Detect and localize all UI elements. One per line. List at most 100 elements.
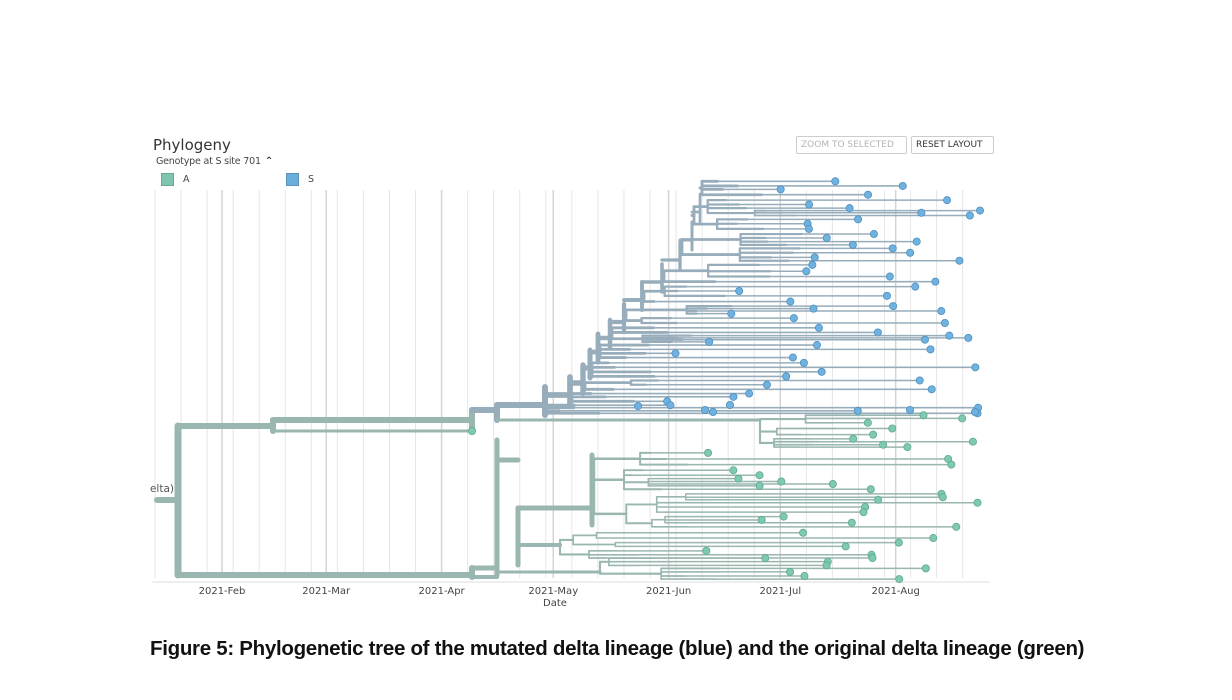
tip-s[interactable]	[854, 215, 863, 224]
color-by-selector[interactable]: Genotype at S site 701 ⌃	[156, 156, 273, 167]
tip-a[interactable]	[973, 498, 982, 507]
tip-a[interactable]	[863, 418, 872, 427]
tip-a[interactable]	[467, 426, 476, 435]
tip-s[interactable]	[888, 244, 897, 253]
phylogeny-tree[interactable]: 2021-Feb 2021-Mar 2021-Apr 2021-May 2021-Jun…	[0, 0, 1232, 620]
tip-s[interactable]	[971, 363, 980, 372]
tip-s[interactable]	[869, 230, 878, 239]
tip-a[interactable]	[849, 434, 858, 443]
tip-s[interactable]	[945, 331, 954, 340]
tip-s[interactable]	[920, 335, 929, 344]
tip-s[interactable]	[885, 272, 894, 281]
tip-s[interactable]	[666, 401, 675, 410]
tip-a[interactable]	[947, 460, 956, 469]
tip-s[interactable]	[898, 181, 907, 190]
tip-s[interactable]	[782, 372, 791, 381]
tip-s[interactable]	[931, 277, 940, 286]
tip-a[interactable]	[888, 424, 897, 433]
tip-s[interactable]	[822, 233, 831, 242]
tip-a[interactable]	[841, 542, 850, 551]
tip-s[interactable]	[809, 304, 818, 313]
tip-s[interactable]	[912, 237, 921, 246]
tip-a[interactable]	[859, 508, 868, 517]
tip-s[interactable]	[805, 200, 814, 209]
tip-s[interactable]	[762, 380, 771, 389]
tip-a[interactable]	[734, 474, 743, 483]
tip-s[interactable]	[917, 208, 926, 217]
tip-s[interactable]	[845, 204, 854, 213]
tip-s[interactable]	[817, 367, 826, 376]
tip-s[interactable]	[802, 267, 811, 276]
tip-a[interactable]	[755, 481, 764, 490]
tip-a[interactable]	[761, 554, 770, 563]
tip-a[interactable]	[847, 518, 856, 527]
tip-s[interactable]	[848, 240, 857, 249]
tip-a[interactable]	[879, 440, 888, 449]
tip-a[interactable]	[777, 477, 786, 486]
tip-a[interactable]	[868, 553, 877, 562]
tip-s[interactable]	[726, 400, 735, 409]
tip-a[interactable]	[786, 567, 795, 576]
tip-a[interactable]	[704, 448, 713, 457]
tip-a[interactable]	[919, 411, 928, 420]
tip-s[interactable]	[911, 282, 920, 291]
tip-a[interactable]	[874, 495, 883, 504]
tip-s[interactable]	[971, 407, 980, 416]
tip-s[interactable]	[864, 190, 873, 199]
tip-a[interactable]	[800, 572, 809, 581]
tip-a[interactable]	[921, 564, 930, 573]
tip-a[interactable]	[929, 534, 938, 543]
tip-s[interactable]	[906, 248, 915, 257]
reset-layout-button[interactable]: RESET LAYOUT	[911, 136, 994, 154]
tip-a[interactable]	[779, 512, 788, 521]
tip-s[interactable]	[889, 302, 898, 311]
tip-s[interactable]	[705, 337, 714, 346]
tip-s[interactable]	[729, 392, 738, 401]
tip-s[interactable]	[927, 385, 936, 394]
tip-s[interactable]	[812, 341, 821, 350]
tip-a[interactable]	[894, 538, 903, 547]
tip-s[interactable]	[671, 349, 680, 358]
tip-s[interactable]	[789, 314, 798, 323]
tip-s[interactable]	[906, 405, 915, 414]
tip-s[interactable]	[853, 406, 862, 415]
tip-s[interactable]	[926, 345, 935, 354]
tip-a[interactable]	[895, 575, 904, 584]
tip-s[interactable]	[709, 407, 718, 416]
tip-a[interactable]	[828, 480, 837, 489]
tip-a[interactable]	[866, 485, 875, 494]
tip-s[interactable]	[943, 196, 952, 205]
tip-s[interactable]	[701, 405, 710, 414]
tip-a[interactable]	[958, 414, 967, 423]
tip-s[interactable]	[964, 333, 973, 342]
tip-s[interactable]	[882, 291, 891, 300]
tip-a[interactable]	[757, 515, 766, 524]
tip-s[interactable]	[814, 323, 823, 332]
tip-a[interactable]	[938, 493, 947, 502]
tip-s[interactable]	[808, 260, 817, 269]
tip-s[interactable]	[940, 318, 949, 327]
tip-s[interactable]	[776, 185, 785, 194]
tip-s[interactable]	[788, 353, 797, 362]
tip-a[interactable]	[968, 437, 977, 446]
tip-a[interactable]	[869, 430, 878, 439]
chevron-up-icon[interactable]: ⌃	[264, 156, 273, 167]
tip-s[interactable]	[976, 206, 985, 215]
tip-s[interactable]	[810, 253, 819, 262]
tip-s[interactable]	[873, 328, 882, 337]
tip-s[interactable]	[786, 297, 795, 306]
tip-s[interactable]	[915, 376, 924, 385]
tip-s[interactable]	[634, 401, 643, 410]
tip-s[interactable]	[727, 309, 736, 318]
tip-s[interactable]	[804, 224, 813, 233]
tip-a[interactable]	[952, 522, 961, 531]
zoom-to-selected-button[interactable]: ZOOM TO SELECTED	[796, 136, 907, 154]
tip-a[interactable]	[822, 561, 831, 570]
tip-s[interactable]	[831, 177, 840, 186]
tip-s[interactable]	[799, 358, 808, 367]
tip-s[interactable]	[955, 256, 964, 265]
tip-a[interactable]	[799, 528, 808, 537]
tip-a[interactable]	[903, 443, 912, 452]
tip-a[interactable]	[702, 546, 711, 555]
tip-s[interactable]	[965, 211, 974, 220]
